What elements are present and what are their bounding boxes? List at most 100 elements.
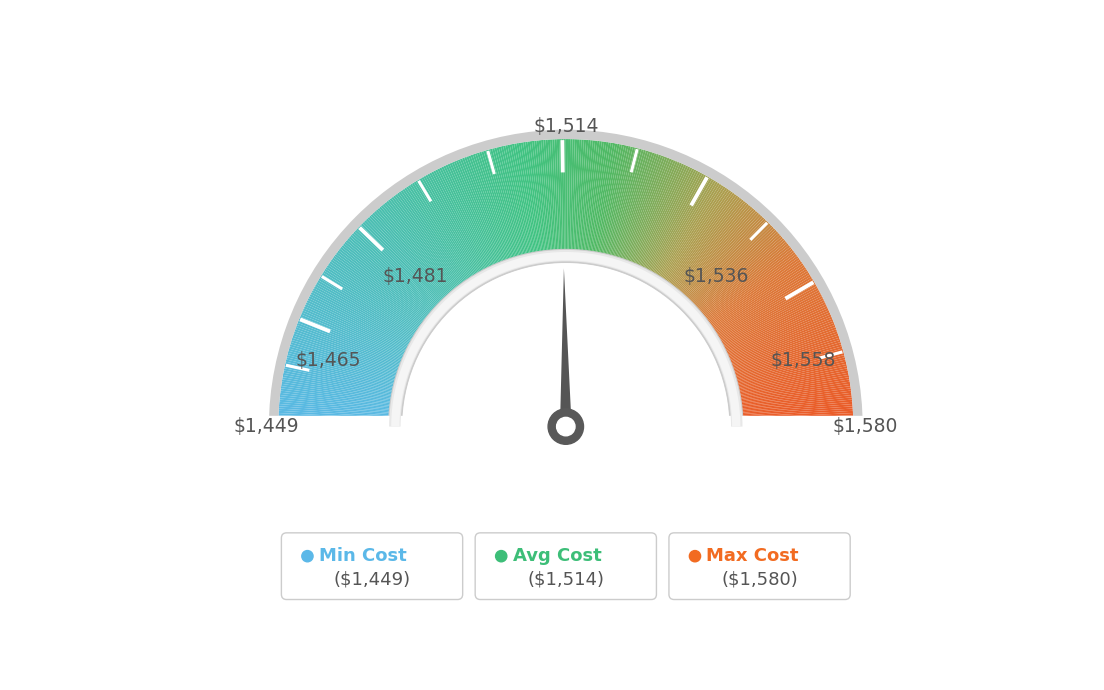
Wedge shape [645, 169, 697, 269]
Wedge shape [586, 141, 602, 251]
Wedge shape [584, 141, 597, 250]
Wedge shape [725, 302, 826, 351]
Wedge shape [708, 254, 797, 322]
Wedge shape [743, 417, 853, 422]
Wedge shape [711, 263, 804, 327]
Wedge shape [741, 377, 849, 397]
Wedge shape [737, 357, 846, 385]
Wedge shape [654, 177, 710, 273]
Wedge shape [680, 206, 753, 292]
Wedge shape [332, 257, 423, 324]
Wedge shape [735, 344, 842, 377]
Wedge shape [481, 151, 516, 257]
Wedge shape [739, 364, 847, 389]
Wedge shape [350, 235, 434, 309]
Wedge shape [666, 189, 730, 281]
Wedge shape [381, 205, 453, 291]
Wedge shape [724, 298, 824, 348]
Text: ($1,580): ($1,580) [721, 571, 798, 589]
Wedge shape [495, 148, 523, 255]
Wedge shape [603, 146, 628, 254]
Wedge shape [506, 145, 530, 253]
Wedge shape [736, 351, 843, 381]
Text: $1,558: $1,558 [771, 351, 836, 371]
Wedge shape [314, 286, 412, 342]
Wedge shape [278, 422, 389, 425]
Wedge shape [309, 294, 408, 346]
Wedge shape [595, 143, 615, 252]
Wedge shape [561, 139, 564, 250]
Wedge shape [508, 145, 531, 253]
Wedge shape [372, 213, 447, 295]
Wedge shape [382, 204, 454, 290]
Wedge shape [734, 340, 840, 375]
Wedge shape [368, 217, 445, 299]
Wedge shape [399, 191, 464, 282]
Wedge shape [697, 233, 781, 308]
Wedge shape [616, 151, 650, 257]
Wedge shape [740, 371, 848, 393]
Wedge shape [358, 226, 438, 304]
Wedge shape [554, 139, 560, 250]
Wedge shape [301, 313, 403, 357]
Wedge shape [346, 240, 432, 313]
Wedge shape [466, 156, 506, 260]
Wedge shape [402, 263, 730, 426]
Wedge shape [673, 198, 742, 286]
Wedge shape [631, 159, 673, 262]
Wedge shape [693, 226, 774, 304]
Wedge shape [742, 393, 851, 407]
Wedge shape [655, 178, 712, 274]
Wedge shape [479, 152, 513, 258]
Wedge shape [283, 377, 391, 397]
Wedge shape [291, 340, 397, 375]
Wedge shape [574, 139, 582, 250]
Text: ($1,514): ($1,514) [528, 571, 604, 589]
Wedge shape [577, 139, 586, 250]
Wedge shape [728, 310, 830, 356]
Wedge shape [681, 208, 754, 293]
Wedge shape [609, 148, 639, 255]
Wedge shape [739, 366, 848, 391]
Wedge shape [344, 241, 431, 314]
Wedge shape [412, 183, 473, 277]
Wedge shape [425, 175, 480, 272]
Wedge shape [283, 373, 392, 395]
Wedge shape [389, 250, 743, 426]
Text: ($1,449): ($1,449) [333, 571, 411, 589]
Wedge shape [709, 256, 798, 322]
Wedge shape [716, 275, 811, 334]
Wedge shape [543, 140, 553, 250]
Wedge shape [640, 166, 688, 266]
Wedge shape [290, 342, 396, 376]
Wedge shape [475, 153, 511, 259]
Wedge shape [740, 373, 849, 395]
Wedge shape [596, 144, 617, 253]
Wedge shape [460, 159, 502, 262]
FancyBboxPatch shape [475, 533, 657, 600]
Wedge shape [569, 139, 573, 250]
Wedge shape [721, 288, 819, 342]
Wedge shape [613, 149, 644, 256]
Wedge shape [284, 368, 392, 392]
Wedge shape [497, 147, 524, 255]
Wedge shape [279, 406, 389, 415]
Wedge shape [391, 197, 459, 286]
Wedge shape [294, 331, 399, 369]
Wedge shape [393, 195, 460, 285]
Wedge shape [286, 359, 394, 386]
Wedge shape [699, 237, 783, 310]
Wedge shape [656, 179, 714, 275]
Wedge shape [302, 308, 404, 355]
Wedge shape [464, 157, 505, 261]
Wedge shape [669, 193, 735, 284]
Wedge shape [410, 184, 471, 278]
Wedge shape [278, 417, 389, 422]
Wedge shape [737, 355, 845, 384]
Wedge shape [278, 424, 389, 426]
Wedge shape [720, 286, 818, 342]
Wedge shape [269, 130, 862, 426]
Wedge shape [304, 306, 405, 354]
Wedge shape [288, 348, 395, 380]
Wedge shape [408, 185, 469, 279]
